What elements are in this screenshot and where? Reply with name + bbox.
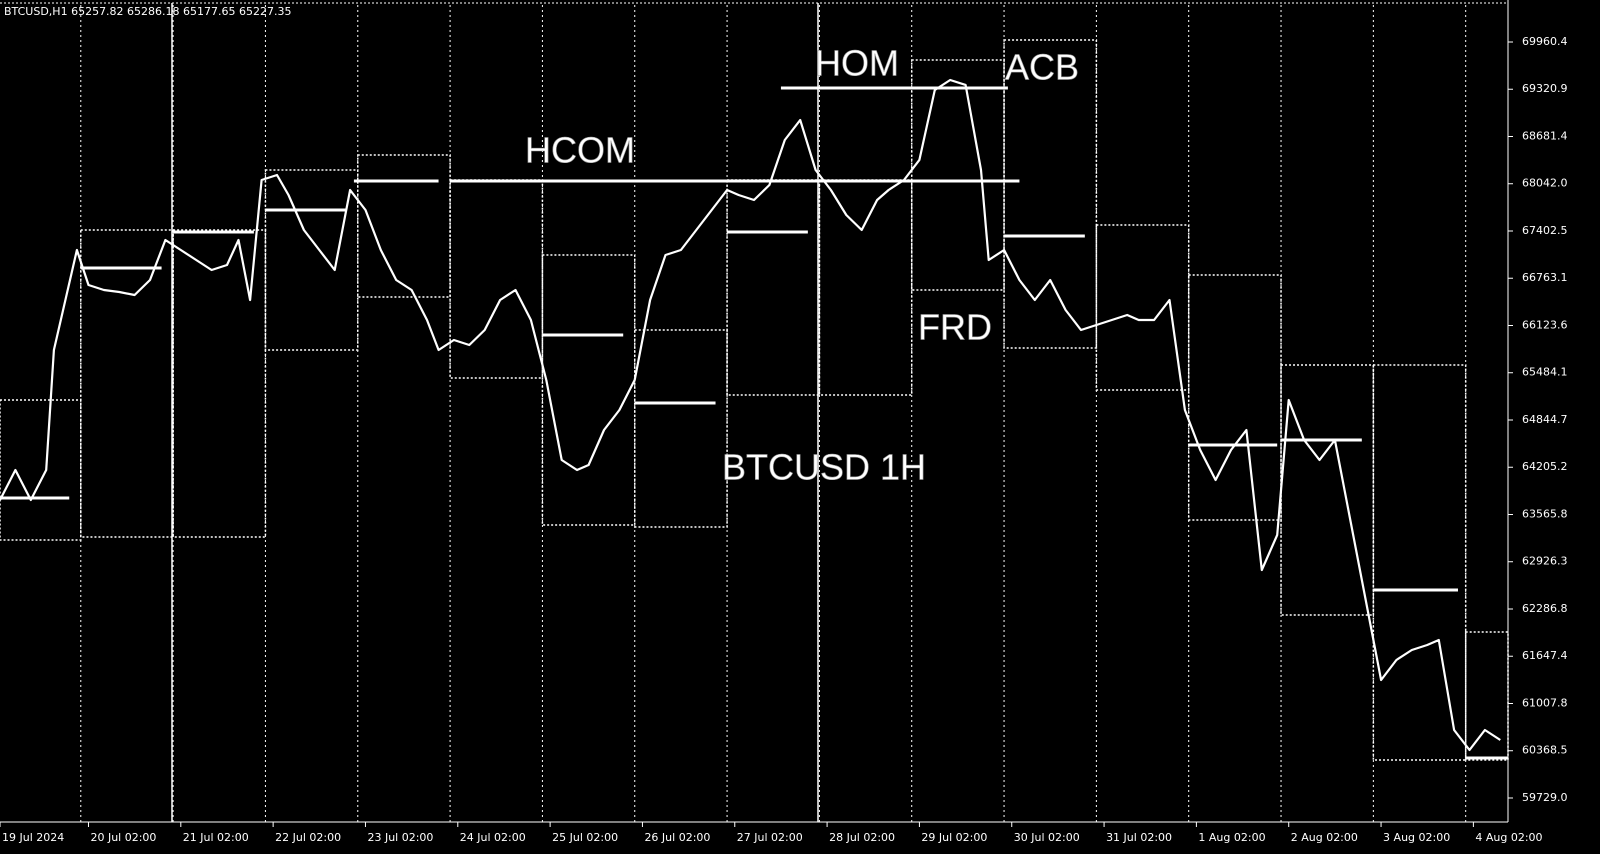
x-tick-label: 30 Jul 02:00 <box>1014 831 1080 844</box>
annotation: BTCUSD 1H <box>722 447 926 488</box>
plot <box>0 5 1509 822</box>
x-tick-label: 31 Jul 02:00 <box>1106 831 1172 844</box>
y-tick-label: 66123.6 <box>1522 318 1568 331</box>
x-tick-label: 28 Jul 02:00 <box>829 831 895 844</box>
y-tick-label: 68681.4 <box>1522 129 1568 142</box>
x-tick-label: 3 Aug 02:00 <box>1383 831 1450 844</box>
price-line <box>0 78 1501 752</box>
annotation: HOM <box>815 43 899 84</box>
x-tick-label: 22 Jul 02:00 <box>275 831 341 844</box>
y-tick-label: 62926.3 <box>1522 555 1568 568</box>
day-range <box>1372 364 1467 761</box>
y-tick-label: 69320.9 <box>1522 82 1568 95</box>
y-tick-label: 69960.4 <box>1522 35 1568 48</box>
y-tick-label: 64205.2 <box>1522 460 1568 473</box>
y-tick-label: 66763.1 <box>1522 271 1568 284</box>
day-range <box>449 179 544 379</box>
x-tick-label: 19 Jul 2024 <box>2 831 64 844</box>
day-range <box>1464 631 1509 761</box>
annotation: HCOM <box>525 130 635 171</box>
day-range <box>726 179 821 396</box>
annotation: ACB <box>1005 47 1079 88</box>
annotation: FRD <box>918 307 992 348</box>
day-range <box>1187 274 1282 521</box>
chart-header: BTCUSD,H1 65257.82 65286.18 65177.65 652… <box>4 5 292 18</box>
y-tick-label: 59729.0 <box>1522 791 1568 804</box>
y-tick-label: 65484.1 <box>1522 366 1568 379</box>
x-tick-label: 2 Aug 02:00 <box>1291 831 1358 844</box>
day-range <box>910 59 1005 291</box>
y-tick-label: 61647.4 <box>1522 649 1568 662</box>
y-tick-label: 60368.5 <box>1522 744 1568 757</box>
day-range <box>633 329 728 528</box>
x-tick-label: 26 Jul 02:00 <box>644 831 710 844</box>
x-tick-label: 24 Jul 02:00 <box>460 831 526 844</box>
y-tick-label: 63565.8 <box>1522 507 1568 520</box>
day-range <box>172 229 267 538</box>
y-tick-label: 68042.0 <box>1522 177 1568 190</box>
x-tick-label: 4 Aug 02:00 <box>1475 831 1542 844</box>
x-tick-label: 29 Jul 02:00 <box>921 831 987 844</box>
x-tick-label: 1 Aug 02:00 <box>1198 831 1265 844</box>
x-tick-label: 23 Jul 02:00 <box>367 831 433 844</box>
day-range <box>1095 224 1190 391</box>
day-range <box>818 179 913 396</box>
x-tick-label: 25 Jul 02:00 <box>552 831 618 844</box>
x-tick-label: 20 Jul 02:00 <box>90 831 156 844</box>
y-tick-label: 61007.8 <box>1522 696 1568 709</box>
x-tick-label: 21 Jul 02:00 <box>183 831 249 844</box>
y-tick-label: 67402.5 <box>1522 224 1568 237</box>
day-range <box>357 154 451 298</box>
day-range <box>0 399 82 541</box>
x-tick-label: 27 Jul 02:00 <box>737 831 803 844</box>
y-tick-label: 64844.7 <box>1522 413 1568 426</box>
y-tick-label: 62286.8 <box>1522 602 1568 615</box>
day-range <box>541 254 636 526</box>
